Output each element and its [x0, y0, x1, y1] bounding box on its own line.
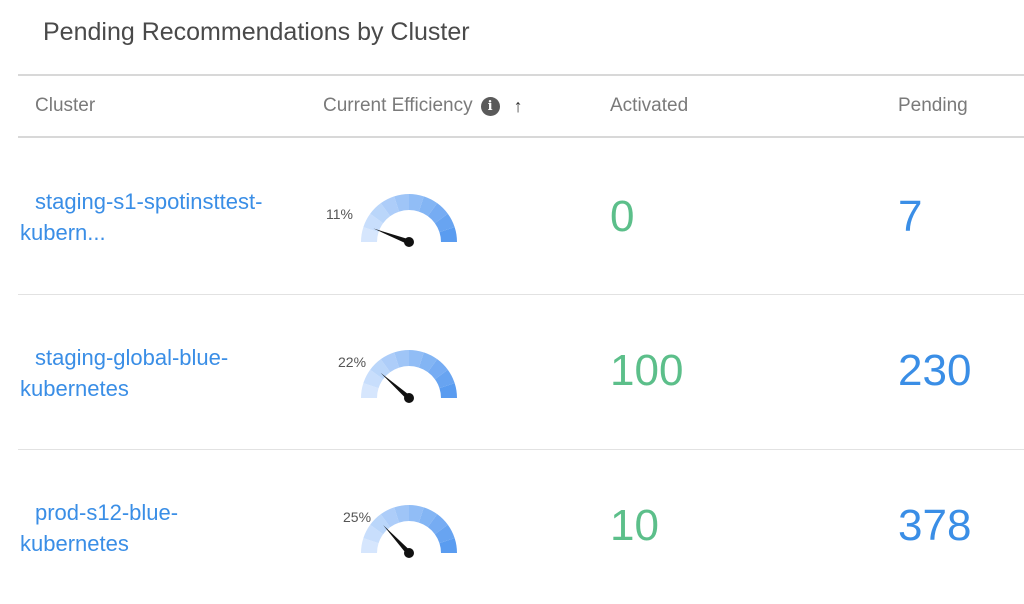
gauge-segment — [434, 213, 455, 233]
activated-count: 10 — [610, 501, 659, 550]
cluster-name-line1: prod-s12-blue- — [35, 500, 179, 525]
cluster-name-line1: staging-s1-spotinsttest- — [35, 189, 263, 214]
gauge-segment — [427, 514, 448, 535]
pending-count: 7 — [898, 192, 923, 241]
gauge-svg — [361, 350, 457, 403]
gauge-segment — [361, 227, 379, 242]
efficiency-gauge: 25% — [318, 505, 478, 595]
cluster-name-line2: kubernetes — [20, 531, 129, 556]
activated-count: 100 — [610, 346, 684, 395]
column-header-activated[interactable]: Activated — [610, 95, 688, 117]
column-header-efficiency[interactable]: Current Efficiency i ↑ — [323, 95, 523, 117]
gauge-segment — [418, 352, 438, 373]
gauge-segment — [363, 369, 384, 389]
gauge-segment — [409, 505, 424, 523]
pending-count: 230 — [898, 346, 972, 395]
efficiency-percent: 25% — [343, 509, 372, 525]
cluster-name-line2: kubern... — [20, 220, 106, 245]
gauge-segment — [380, 507, 400, 528]
table-row: staging-s1-spotinsttest- kubern... 11% 0… — [18, 138, 1024, 293]
gauge-segment — [361, 383, 379, 398]
gauge-segment — [439, 383, 457, 398]
gauge-svg — [361, 505, 457, 558]
efficiency-gauge: 11% — [318, 186, 478, 276]
gauge-segment — [394, 194, 409, 212]
column-header-cluster[interactable]: Cluster — [35, 95, 95, 117]
efficiency-percent: 11% — [326, 206, 353, 222]
gauge-segment — [394, 505, 409, 523]
sort-ascending-arrow-icon[interactable]: ↑ — [513, 95, 523, 116]
row-divider — [18, 449, 1024, 450]
pending-count: 378 — [898, 501, 972, 550]
page-title: Pending Recommendations by Cluster — [43, 18, 470, 46]
gauge-segment — [370, 359, 391, 380]
gauge-segment — [427, 359, 448, 380]
gauge-segment — [434, 524, 455, 544]
gauge-segment — [439, 538, 457, 553]
gauge-segment — [370, 203, 391, 224]
efficiency-percent: 22% — [338, 354, 367, 370]
table-row: staging-global-blue- kubernetes 22% 100 … — [18, 294, 1024, 449]
cluster-link[interactable]: prod-s12-blue- kubernetes — [20, 497, 300, 559]
cluster-name-line1: staging-global-blue- — [35, 345, 229, 370]
gauge-hub — [404, 548, 414, 558]
header-top-border — [18, 74, 1024, 76]
cluster-link[interactable]: staging-s1-spotinsttest- kubern... — [20, 186, 300, 248]
gauge-hub — [404, 237, 414, 247]
gauge-segment — [380, 196, 400, 217]
gauge-segment — [409, 350, 424, 368]
gauge-svg — [361, 194, 457, 247]
gauge-segment — [418, 196, 438, 217]
cluster-name-line2: kubernetes — [20, 376, 129, 401]
gauge-needle — [373, 228, 410, 245]
gauge-segment — [434, 369, 455, 389]
column-label: Current Efficiency — [323, 95, 473, 116]
gauge-segment — [380, 352, 400, 373]
gauge-segment — [363, 213, 384, 233]
table-row: prod-s12-blue- kubernetes 25% 10 378 — [18, 449, 1024, 604]
gauge-needle — [380, 372, 411, 400]
column-header-pending[interactable]: Pending — [898, 95, 968, 117]
info-icon[interactable]: i — [480, 96, 500, 116]
gauge-segment — [409, 194, 424, 212]
header-bottom-border — [18, 136, 1024, 138]
gauge-segment — [427, 203, 448, 224]
column-label: Activated — [610, 95, 689, 116]
column-label: Cluster — [35, 95, 96, 116]
gauge-segment — [363, 524, 384, 544]
gauge-hub — [404, 393, 414, 403]
gauge-segment — [361, 538, 379, 553]
gauge-needle — [383, 525, 411, 555]
gauge-segment — [394, 350, 409, 368]
cluster-link[interactable]: staging-global-blue- kubernetes — [20, 342, 300, 404]
activated-count: 0 — [610, 192, 635, 241]
gauge-segment — [439, 227, 457, 242]
efficiency-gauge: 22% — [318, 350, 478, 440]
gauge-segment — [370, 514, 391, 535]
column-label: Pending — [898, 95, 968, 116]
row-divider — [18, 294, 1024, 295]
gauge-segment — [418, 507, 438, 528]
